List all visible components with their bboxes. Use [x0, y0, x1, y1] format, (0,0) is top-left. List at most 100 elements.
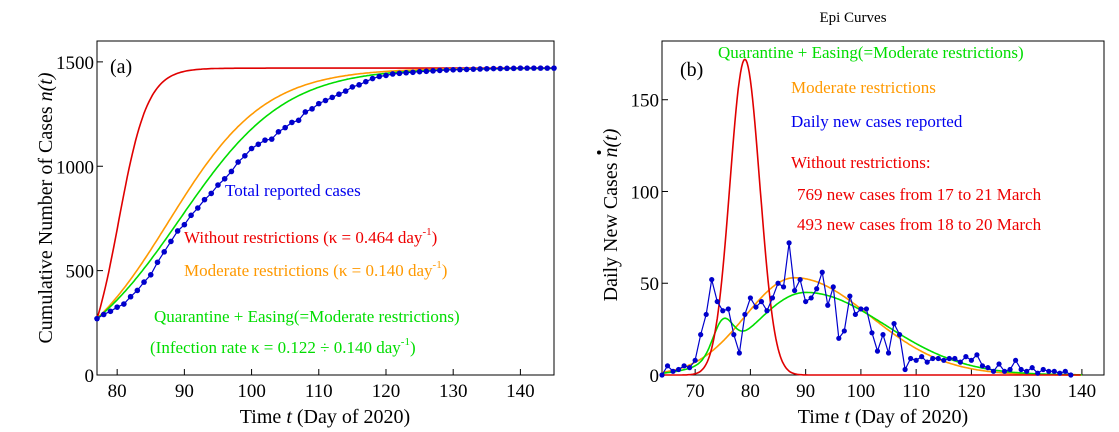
daily-case-point	[709, 276, 715, 283]
x-axis-label: Time t (Day of 2020)	[798, 406, 968, 428]
reported-case-point	[221, 175, 228, 182]
daily-case-point	[996, 361, 1002, 367]
daily-case-point	[830, 284, 836, 290]
reported-case-point	[450, 67, 456, 73]
plot-frame	[96, 40, 555, 376]
reported-case-point	[309, 106, 315, 112]
daily-case-point	[687, 365, 693, 371]
daily-case-point	[780, 284, 787, 290]
y-axis-label-var: n(t)	[600, 128, 622, 157]
annotation-sup: -1	[422, 226, 431, 238]
daily-case-point	[1029, 365, 1035, 371]
reported-case-point	[389, 71, 396, 77]
reported-case-point	[161, 249, 168, 255]
reported-case-point	[275, 129, 282, 135]
reported-case-point	[524, 65, 530, 71]
daily-case-point	[913, 357, 919, 363]
daily-case-point	[720, 308, 726, 314]
reported-case-point	[483, 65, 490, 72]
reported-case-point	[94, 315, 100, 322]
daily-case-point	[941, 357, 947, 363]
reported-case-point	[396, 70, 403, 77]
daily-case-point	[703, 311, 709, 318]
reported-case-point	[168, 238, 174, 245]
daily-case-point	[675, 366, 682, 373]
daily-case-point	[1007, 366, 1013, 373]
daily-case-point	[797, 276, 803, 283]
panel-label: (b)	[680, 59, 703, 81]
reported-case-point	[262, 137, 268, 143]
daily-case-point	[908, 355, 914, 362]
reported-case-point	[403, 69, 409, 76]
annotation-text: Moderate restrictions (κ = 0.140 day	[184, 261, 433, 280]
annotation-sup: -1	[433, 259, 442, 271]
panel-b: Epi Curves 70 80 90 100 110 120 130 140 0 50 100 15…	[597, 10, 1105, 428]
reported-case-point	[329, 94, 336, 101]
reported-case-point	[147, 272, 154, 278]
y-tick-label: 1000	[56, 157, 94, 178]
x-tick-label: 130	[1012, 381, 1041, 402]
daily-case-point	[747, 295, 754, 301]
x-tick-label: 110	[902, 381, 930, 402]
y-axis-label-text: Cumulative Number of Cases	[35, 101, 57, 343]
daily-case-point	[930, 355, 936, 362]
daily-cases-points	[659, 240, 1074, 378]
y-axis-label: Daily New Cases n(t)	[600, 128, 622, 301]
x-tick-label: 100	[847, 381, 876, 402]
reported-case-point	[181, 221, 188, 228]
annotation-moderate-restrictions: Moderate restrictions	[791, 78, 936, 97]
reported-case-point	[423, 68, 430, 75]
annotation-493-cases: 493 new cases from 18 to 20 March	[797, 215, 1042, 234]
daily-case-point	[664, 363, 671, 369]
y-tick-label: 1500	[56, 53, 94, 74]
daily-case-point	[670, 368, 676, 374]
y-axis-label-text: Daily New Cases	[600, 158, 622, 302]
daily-case-point	[1018, 366, 1024, 373]
daily-case-point	[764, 308, 770, 314]
daily-case-point	[896, 332, 903, 338]
y-tick-label: 150	[631, 91, 660, 112]
reported-case-point	[141, 279, 147, 285]
daily-case-point	[825, 302, 831, 308]
reported-case-point	[154, 259, 161, 266]
annotation-without-restrictions: Without restrictions:	[791, 153, 931, 172]
y-tick-label: 100	[631, 182, 660, 203]
reported-case-point	[463, 66, 470, 73]
annotation-769-cases: 769 new cases from 17 to 21 March	[797, 185, 1042, 204]
reported-case-point	[376, 73, 383, 80]
daily-case-point	[885, 350, 892, 356]
daily-case-point	[681, 363, 687, 369]
daily-case-point	[769, 295, 776, 301]
x-tick-label: 140	[1068, 381, 1097, 402]
y-tick-label: 500	[66, 262, 95, 283]
annotation-total-reported: Total reported cases	[225, 181, 361, 200]
daily-case-point	[1051, 368, 1057, 374]
x-tick-label: 90	[175, 381, 194, 402]
daily-case-point	[863, 306, 870, 312]
reported-case-point	[228, 168, 235, 175]
daily-case-point	[963, 354, 969, 360]
annotation-without-restrictions: Without restrictions (κ = 0.464 day-1)	[184, 226, 437, 247]
x-tick-label: 110	[305, 381, 333, 402]
daily-case-point	[974, 352, 980, 358]
y-axis-label: Cumulative Number of Cases n(t)	[35, 72, 57, 343]
reported-case-point	[174, 228, 181, 234]
reported-case-point	[504, 65, 510, 72]
daily-case-point	[731, 332, 737, 338]
annotation-text: (Infection rate κ = 0.122 ÷ 0.140 day	[150, 338, 401, 357]
panel-label: (a)	[110, 56, 132, 78]
daily-case-point	[1057, 370, 1063, 376]
daily-case-point	[1013, 357, 1019, 363]
x-axis-label-text: Time	[798, 406, 845, 428]
reported-cases-points	[94, 65, 557, 322]
annotation-quarantine-easing: Quarantine + Easing(=Moderate restrictio…	[718, 43, 1024, 62]
reported-case-point	[289, 119, 295, 126]
daily-case-point	[1046, 368, 1052, 374]
daily-case-point	[698, 332, 704, 338]
annotation-tail: )	[410, 338, 416, 357]
daily-case-point	[775, 280, 781, 286]
reported-case-point	[188, 212, 194, 219]
panel-a: 80 90 100 110 120 130 140 0 500 1000 1500 (a) Tota…	[35, 40, 557, 428]
daily-case-point	[753, 304, 759, 310]
y-axis-label-group: Daily New Cases n(t)	[597, 128, 622, 301]
